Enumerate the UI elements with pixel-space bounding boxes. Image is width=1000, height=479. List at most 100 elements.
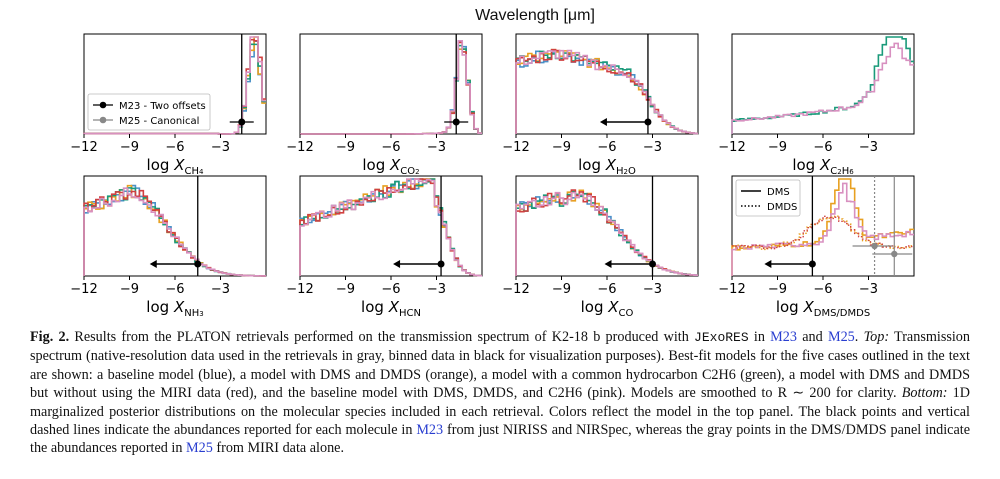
posterior-histogram xyxy=(731,182,914,276)
caption-text-4: . xyxy=(854,329,864,345)
posterior-figure: Wavelength [μm] −12 −9 −6 −3 log XCH4 M23 - T… xyxy=(70,7,915,319)
reported-point xyxy=(194,260,202,268)
x-tick-label: −6 xyxy=(381,282,400,297)
x-axis-label: log XCH4 xyxy=(147,156,204,177)
x-tick-label: −12 xyxy=(718,282,745,297)
reported-point xyxy=(452,118,460,126)
legend-label: DMS xyxy=(767,187,790,198)
x-axis-label: log XH2O xyxy=(578,156,636,177)
panel-c2h6: −12 −9 −6 −3 log XC2H6 xyxy=(718,33,915,177)
caption-ref-m25[interactable]: M25 xyxy=(827,329,855,345)
figure-caption: Fig. 2. Results from the PLATON retrieva… xyxy=(30,328,970,458)
caption-code: JExoRES xyxy=(694,330,749,345)
m25-point xyxy=(891,250,898,258)
posterior-histogram xyxy=(300,39,482,135)
x-tick-label: −3 xyxy=(427,140,446,155)
arrow-head xyxy=(604,260,612,268)
panel-frame xyxy=(83,175,267,277)
caption-text-8: from MIRI data alone. xyxy=(212,440,345,457)
posterior-histogram xyxy=(515,49,698,135)
panel-nh3: −12 −9 −6 −3 log XNH3 xyxy=(70,175,267,319)
caption-text-6: 1D marginalized posterior distributions … xyxy=(30,385,970,439)
legend-box xyxy=(735,179,801,217)
caption-bottom-label: Bottom: xyxy=(901,385,948,402)
x-tick-label: −6 xyxy=(165,282,184,297)
legend-box xyxy=(87,93,211,131)
posterior-histogram xyxy=(83,36,266,135)
caption-ref-m23-2[interactable]: M23 xyxy=(416,422,444,439)
x-axis-label: log XHCN xyxy=(361,298,421,319)
x-tick-label: −9 xyxy=(552,282,571,297)
x-axis-label: log XNH3 xyxy=(146,298,203,319)
arrow-head xyxy=(149,260,157,268)
x-tick-label: −3 xyxy=(643,282,662,297)
caption-text-2: in xyxy=(748,329,771,345)
x-axis-label: log XCO2 xyxy=(362,156,419,177)
posterior-histogram xyxy=(299,178,482,277)
caption-text-5: Transmission spectrum (native-resolution… xyxy=(30,329,970,402)
x-tick-label: −9 xyxy=(768,282,787,297)
x-tick-label: −12 xyxy=(286,282,313,297)
x-tick-label: −12 xyxy=(502,282,529,297)
legend-marker xyxy=(99,116,107,124)
reported-point xyxy=(649,260,656,268)
legend-label: M25 - Canonical xyxy=(119,116,199,127)
panel-ch4: −12 −9 −6 −3 log XCH4 M23 - Two offsets M25 - … xyxy=(70,33,267,177)
reported-point xyxy=(644,118,652,126)
m25-point xyxy=(871,242,878,250)
x-tick-label: −3 xyxy=(859,282,878,297)
posterior-histogram xyxy=(515,191,698,276)
posterior-histogram xyxy=(731,42,914,134)
x-tick-label: −6 xyxy=(597,282,616,297)
arrow-head xyxy=(393,260,401,268)
caption-ref-m25-2[interactable]: M25 xyxy=(186,440,213,457)
legend-marker xyxy=(99,101,107,109)
x-tick-label: −9 xyxy=(336,140,355,155)
x-tick-label: −3 xyxy=(643,140,662,155)
posterior-histogram xyxy=(299,178,482,277)
figure-top-label: Wavelength [μm] xyxy=(475,7,595,24)
x-tick-label: −12 xyxy=(286,140,313,155)
x-tick-label: −9 xyxy=(768,140,787,155)
x-tick-label: −12 xyxy=(70,140,97,155)
legend-label: M23 - Two offsets xyxy=(119,101,206,112)
reported-point xyxy=(437,260,445,268)
x-tick-label: −6 xyxy=(813,140,832,155)
x-tick-label: −12 xyxy=(502,140,529,155)
caption-ref-m23[interactable]: M23 xyxy=(770,329,797,345)
arrow-head xyxy=(764,260,772,268)
x-tick-label: −12 xyxy=(70,282,97,297)
x-tick-label: −6 xyxy=(813,282,832,297)
x-tick-label: −3 xyxy=(211,140,230,155)
panel-frame xyxy=(515,175,699,277)
x-tick-label: −12 xyxy=(718,140,745,155)
x-tick-label: −9 xyxy=(336,282,355,297)
x-tick-label: −3 xyxy=(427,282,446,297)
panel-frame xyxy=(515,33,699,135)
x-tick-label: −3 xyxy=(211,282,230,297)
panel-co2: −12 −9 −6 −3 log XCO2 xyxy=(286,33,483,177)
posterior-histogram xyxy=(83,187,266,277)
x-tick-label: −9 xyxy=(120,140,139,155)
legend-label: DMDS xyxy=(767,202,797,213)
x-tick-label: −3 xyxy=(859,140,878,155)
caption-text-7: from just NIRISS and NIRSpec, whereas th… xyxy=(30,422,970,457)
x-axis-label: log XC2H6 xyxy=(792,156,854,177)
x-tick-label: −6 xyxy=(381,140,400,155)
caption-text-1: Results from the PLATON retrievals perfo… xyxy=(69,329,695,345)
caption-text-3: and xyxy=(796,329,828,345)
reported-point xyxy=(238,118,246,126)
panel-co: −12 −9 −6 −3 log XCO xyxy=(502,175,699,319)
x-axis-label: log XDMS/DMDS xyxy=(776,298,870,319)
panel-h2o: −12 −9 −6 −3 log XH2O xyxy=(502,33,699,177)
panel-hcn: −12 −9 −6 −3 log XHCN xyxy=(286,175,483,319)
x-tick-label: −9 xyxy=(120,282,139,297)
x-axis-label: log XCO xyxy=(581,298,634,319)
caption-label: Fig. 2. xyxy=(30,329,70,345)
x-tick-label: −6 xyxy=(597,140,616,155)
x-tick-label: −9 xyxy=(552,140,571,155)
x-tick-label: −6 xyxy=(165,140,184,155)
caption-top-label: Top: xyxy=(863,329,890,345)
arrow-head xyxy=(599,118,607,126)
